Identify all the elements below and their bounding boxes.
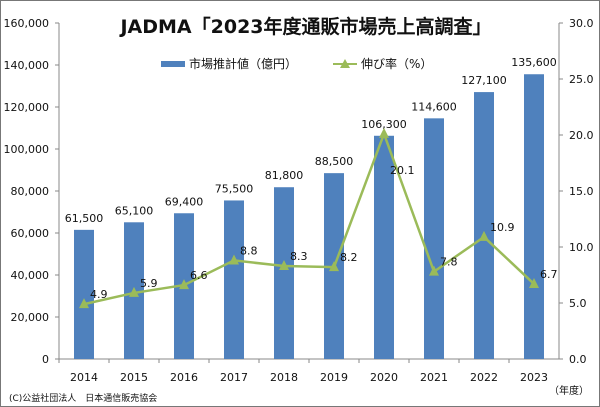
x-tick-label: 2022 bbox=[470, 371, 498, 384]
growth-point-marker bbox=[329, 261, 339, 272]
x-tick-label: 2016 bbox=[170, 371, 198, 384]
growth-point-marker bbox=[279, 260, 289, 271]
bar-data-label: 81,800 bbox=[265, 169, 304, 182]
bar-data-label: 61,500 bbox=[65, 212, 104, 225]
bar-data-label: 69,400 bbox=[165, 195, 204, 208]
growth-point-marker bbox=[179, 279, 189, 290]
y-left-tick-label: 80,000 bbox=[11, 185, 50, 198]
bar bbox=[524, 74, 544, 360]
growth-point-marker bbox=[479, 230, 489, 241]
copyright-text: (C)公益社団法人 日本通信販売協会 bbox=[9, 392, 157, 404]
y-left-tick-label: 100,000 bbox=[4, 143, 50, 156]
growth-line bbox=[83, 130, 535, 306]
bar-data-label: 75,500 bbox=[215, 182, 254, 195]
x-tick-label: 2019 bbox=[320, 371, 348, 384]
y-right-tick-label: 10.0 bbox=[569, 241, 594, 254]
bar bbox=[424, 118, 444, 359]
growth-data-label: 8.8 bbox=[240, 244, 258, 257]
y-left-tick-label: 20,000 bbox=[11, 311, 50, 324]
growth-data-label: 20.1 bbox=[390, 164, 415, 177]
legend-bar-label: 市場推計値（億円） bbox=[189, 56, 297, 71]
growth-point-marker bbox=[229, 254, 239, 265]
growth-data-label: 6.7 bbox=[540, 268, 558, 281]
y-left-tick-label: 60,000 bbox=[11, 227, 50, 240]
bar-data-label: 127,100 bbox=[461, 74, 507, 87]
x-tick-label: 2015 bbox=[120, 371, 148, 384]
legend: 市場推計値（億円） 伸び率（%） bbox=[161, 56, 432, 71]
x-tick-label: 2017 bbox=[220, 371, 248, 384]
x-tick-label: 2020 bbox=[370, 371, 398, 384]
legend-bar-swatch bbox=[161, 61, 185, 67]
growth-data-label: 8.2 bbox=[340, 251, 358, 264]
bar-data-label: 106,300 bbox=[361, 118, 407, 131]
growth-data-label: 10.9 bbox=[490, 221, 515, 234]
legend-line-label: 伸び率（%） bbox=[361, 56, 432, 71]
y-left-tick-label: 140,000 bbox=[4, 59, 50, 72]
y-left-tick-label: 160,000 bbox=[4, 17, 50, 30]
x-tick-label: 2023 bbox=[520, 371, 548, 384]
y-right-tick-label: 30.0 bbox=[569, 17, 594, 30]
growth-point-marker bbox=[129, 286, 139, 297]
growth-point-marker bbox=[429, 265, 439, 276]
y-right-tick-label: 15.0 bbox=[569, 185, 594, 198]
growth-data-label: 8.3 bbox=[290, 250, 308, 263]
y-left-tick-label: 0 bbox=[42, 353, 49, 366]
bar bbox=[274, 187, 294, 359]
bar-data-label: 65,100 bbox=[115, 204, 154, 217]
legend-triangle-icon bbox=[340, 59, 350, 68]
bar bbox=[224, 200, 244, 359]
growth-point-marker bbox=[379, 127, 389, 138]
growth-point-marker bbox=[79, 298, 89, 309]
bar bbox=[74, 229, 94, 359]
y-left-tick-label: 120,000 bbox=[4, 101, 50, 114]
chart-title: JADMA「2023年度通販市場売上高調査」 bbox=[118, 15, 491, 38]
growth-point-marker bbox=[529, 277, 539, 288]
y-right-tick-label: 25.0 bbox=[569, 73, 594, 86]
x-axis-unit-label: （年度） bbox=[549, 384, 589, 397]
bar-data-label: 135,600 bbox=[511, 56, 557, 69]
y-right-tick-label: 0.0 bbox=[569, 353, 587, 366]
bar-data-label: 114,600 bbox=[411, 100, 457, 113]
growth-data-label: 6.6 bbox=[190, 269, 208, 282]
y-left-tick-label: 40,000 bbox=[11, 269, 50, 282]
x-tick-label: 2021 bbox=[420, 371, 448, 384]
bar bbox=[474, 92, 494, 359]
x-tick-label: 2018 bbox=[270, 371, 298, 384]
growth-data-label: 7.8 bbox=[440, 256, 458, 269]
growth-data-label: 4.9 bbox=[90, 288, 108, 301]
bar-data-label: 88,500 bbox=[315, 155, 354, 168]
growth-data-label: 5.9 bbox=[140, 277, 158, 290]
bar bbox=[374, 135, 394, 359]
y-right-tick-label: 20.0 bbox=[569, 129, 594, 142]
x-tick-label: 2014 bbox=[70, 371, 98, 384]
y-right-tick-label: 5.0 bbox=[569, 297, 587, 310]
